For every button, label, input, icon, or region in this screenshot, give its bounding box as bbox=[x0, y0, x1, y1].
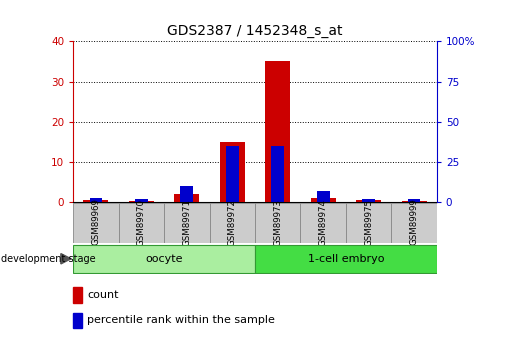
Text: development stage: development stage bbox=[1, 254, 95, 264]
Bar bbox=[89, 198, 103, 202]
Bar bbox=[408, 199, 421, 202]
Bar bbox=[73, 245, 255, 273]
Bar bbox=[119, 203, 164, 243]
Bar bbox=[346, 203, 391, 243]
Text: GSM89975: GSM89975 bbox=[364, 199, 373, 246]
Bar bbox=[180, 186, 193, 202]
Text: percentile rank within the sample: percentile rank within the sample bbox=[87, 315, 275, 325]
Bar bbox=[73, 203, 119, 243]
Bar bbox=[210, 203, 255, 243]
Bar bbox=[362, 199, 375, 202]
Text: 1-cell embryo: 1-cell embryo bbox=[308, 254, 384, 264]
Title: GDS2387 / 1452348_s_at: GDS2387 / 1452348_s_at bbox=[167, 23, 343, 38]
Text: GSM89973: GSM89973 bbox=[273, 199, 282, 246]
Bar bbox=[317, 190, 330, 202]
Bar bbox=[226, 146, 239, 202]
Text: GSM89970: GSM89970 bbox=[137, 199, 146, 246]
Text: GSM89999: GSM89999 bbox=[410, 199, 419, 245]
Text: GSM89974: GSM89974 bbox=[319, 199, 328, 246]
Bar bbox=[255, 203, 300, 243]
Bar bbox=[391, 203, 437, 243]
Bar bbox=[83, 200, 109, 202]
Text: count: count bbox=[87, 290, 119, 300]
Bar bbox=[271, 146, 284, 202]
Bar bbox=[311, 198, 336, 202]
Text: GSM89972: GSM89972 bbox=[228, 199, 237, 246]
Bar bbox=[300, 203, 346, 243]
Bar bbox=[255, 245, 437, 273]
Bar bbox=[265, 61, 290, 202]
Bar bbox=[220, 142, 245, 202]
Text: GSM89969: GSM89969 bbox=[91, 199, 100, 246]
Bar bbox=[73, 313, 82, 328]
Text: oocyte: oocyte bbox=[145, 254, 183, 264]
Bar bbox=[164, 203, 210, 243]
Bar bbox=[129, 201, 154, 202]
Polygon shape bbox=[61, 254, 71, 264]
Bar bbox=[135, 199, 148, 202]
Bar bbox=[174, 194, 199, 202]
Bar bbox=[401, 201, 427, 202]
Bar bbox=[356, 200, 381, 202]
Text: GSM89971: GSM89971 bbox=[182, 199, 191, 246]
Bar bbox=[73, 287, 82, 303]
